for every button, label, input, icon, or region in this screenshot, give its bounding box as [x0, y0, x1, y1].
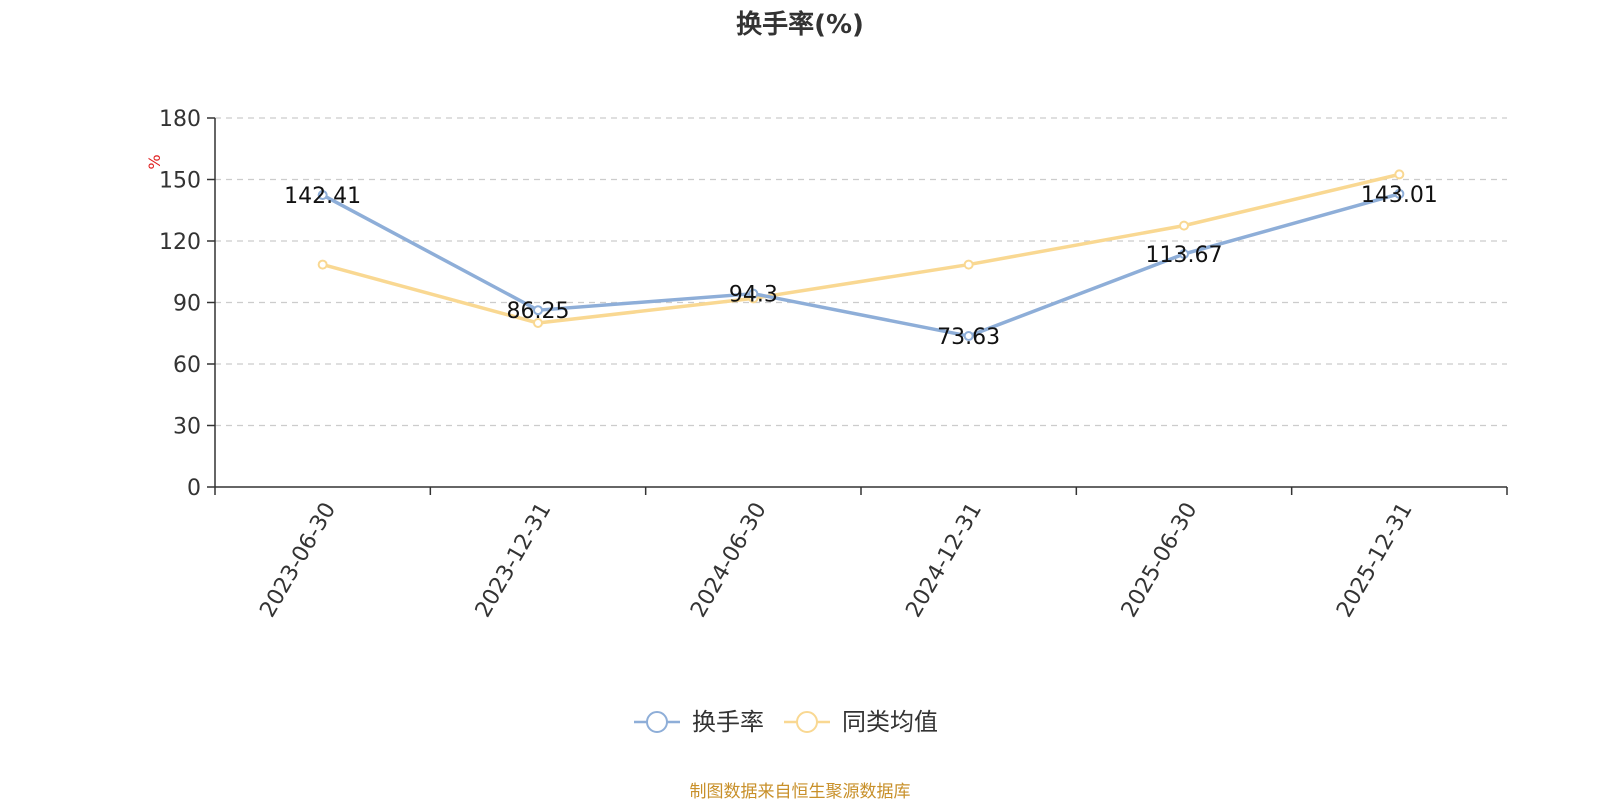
data-point-换手率-2025-12-31[interactable] [1394, 188, 1405, 199]
grid-lines [215, 117, 1507, 427]
y-tick-label-0: 0 [187, 476, 201, 501]
data-label-2023-12-31: 86.25 [507, 299, 570, 324]
x-tick-label-2024-12-31: 2024-12-31 [901, 499, 987, 622]
x-tick-label-2025-06-30: 2025-06-30 [1117, 499, 1203, 622]
y-tick-label-60: 60 [173, 353, 201, 378]
data-point-同类均值-2025-12-31[interactable] [1394, 169, 1405, 180]
data-label-2024-12-31: 73.63 [937, 325, 1000, 350]
data-labels: 142.41 86.25 94.3 73.63 113.67 143.01 [284, 183, 1438, 350]
y-tick-label-30: 30 [173, 415, 201, 440]
y-tick-label-90: 90 [173, 292, 201, 317]
legend[interactable]: 换手率 同类均值 [634, 708, 938, 736]
chart-title: 换手率(%) [736, 9, 864, 40]
legend-circle-icon [796, 711, 818, 733]
x-tick-label-2024-06-30: 2024-06-30 [686, 499, 772, 622]
data-point-换手率-2023-06-30[interactable] [317, 190, 328, 201]
legend-label: 同类均值 [842, 708, 938, 736]
series-layer [317, 169, 1405, 342]
data-point-换手率-2025-06-30[interactable] [1179, 248, 1189, 259]
data-point-同类均值-2025-06-30[interactable] [1179, 220, 1189, 231]
data-label-2023-06-30: 142.41 [284, 184, 361, 209]
y-tick-label-150: 150 [159, 169, 201, 194]
y-axis-unit-label: % [145, 154, 164, 169]
x-tick-label-2025-12-31: 2025-12-31 [1332, 499, 1418, 622]
x-tick-label-2023-12-31: 2023-12-31 [471, 499, 557, 622]
legend-label: 换手率 [692, 708, 764, 736]
data-point-同类均值-2023-06-30[interactable] [317, 259, 328, 270]
series-line-同类均值 [320, 172, 1402, 325]
data-point-同类均值-2023-12-31[interactable] [533, 318, 543, 328]
legend-item-换手率[interactable]: 换手率 [634, 708, 764, 736]
data-label-2024-06-30: 94.3 [729, 283, 778, 308]
legend-circle-icon [646, 711, 668, 733]
y-tick-label-180: 180 [159, 107, 201, 132]
data-label-2025-12-31: 143.01 [1361, 183, 1438, 208]
data-point-同类均值-2024-12-31[interactable] [963, 259, 974, 270]
x-tick-label-2023-06-30: 2023-06-30 [255, 499, 341, 622]
y-tick-label-120: 120 [159, 230, 201, 255]
series-line-换手率 [320, 192, 1402, 338]
legend-item-同类均值[interactable]: 同类均值 [784, 708, 938, 736]
data-label-2025-06-30: 113.67 [1146, 243, 1223, 268]
data-point-换手率-2023-12-31[interactable] [533, 305, 543, 316]
data-point-换手率-2024-12-31[interactable] [963, 331, 974, 342]
data-point-换手率-2024-06-30[interactable] [748, 288, 759, 299]
source-note: 制图数据来自恒生聚源数据库 [690, 782, 911, 800]
